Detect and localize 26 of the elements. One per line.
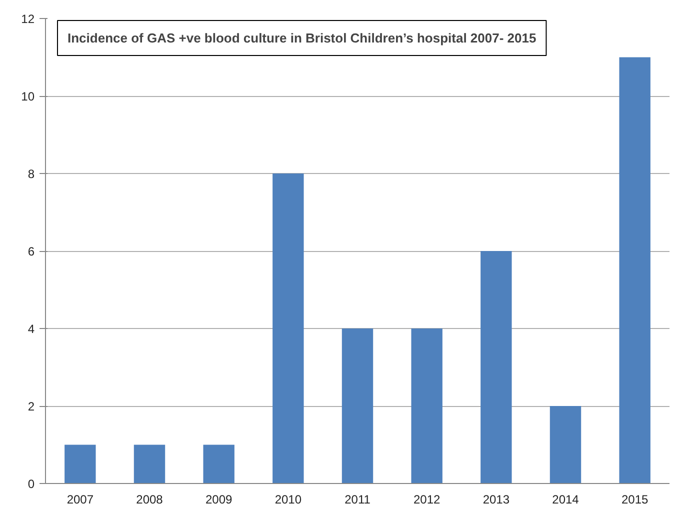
x-tick-label: 2007 [66,492,94,506]
bar [64,444,96,484]
x-tick-label: 2015 [621,492,649,506]
bar [619,57,650,484]
text: Incidence of GAS +ve blood culture in Bristol Children’s hospital 2007- 2015 [68,30,536,46]
x-tick-label: 2011 [344,492,371,506]
x-tick-label: 2010 [274,492,302,506]
x-tick-label: 2014 [552,492,580,506]
bar [550,406,582,484]
y-tick-label: 4 [28,322,35,336]
x-tick-label: 2008 [136,492,164,506]
bar [411,328,442,484]
x-tick-label: 2012 [413,492,441,506]
x-tick-label: 2009 [205,492,233,506]
y-tick-label: 0 [28,477,35,491]
y-tick-label: 8 [28,167,35,181]
x-tick-label: 2013 [482,492,510,506]
y-tick-label: 2 [28,400,35,414]
y-tick-label: 12 [21,12,35,26]
bar [272,174,304,484]
bar [480,251,512,484]
y-tick-label: 10 [21,90,35,104]
bar [203,444,234,484]
bar [342,328,374,484]
y-tick-label: 6 [28,244,35,258]
bar [134,444,166,484]
